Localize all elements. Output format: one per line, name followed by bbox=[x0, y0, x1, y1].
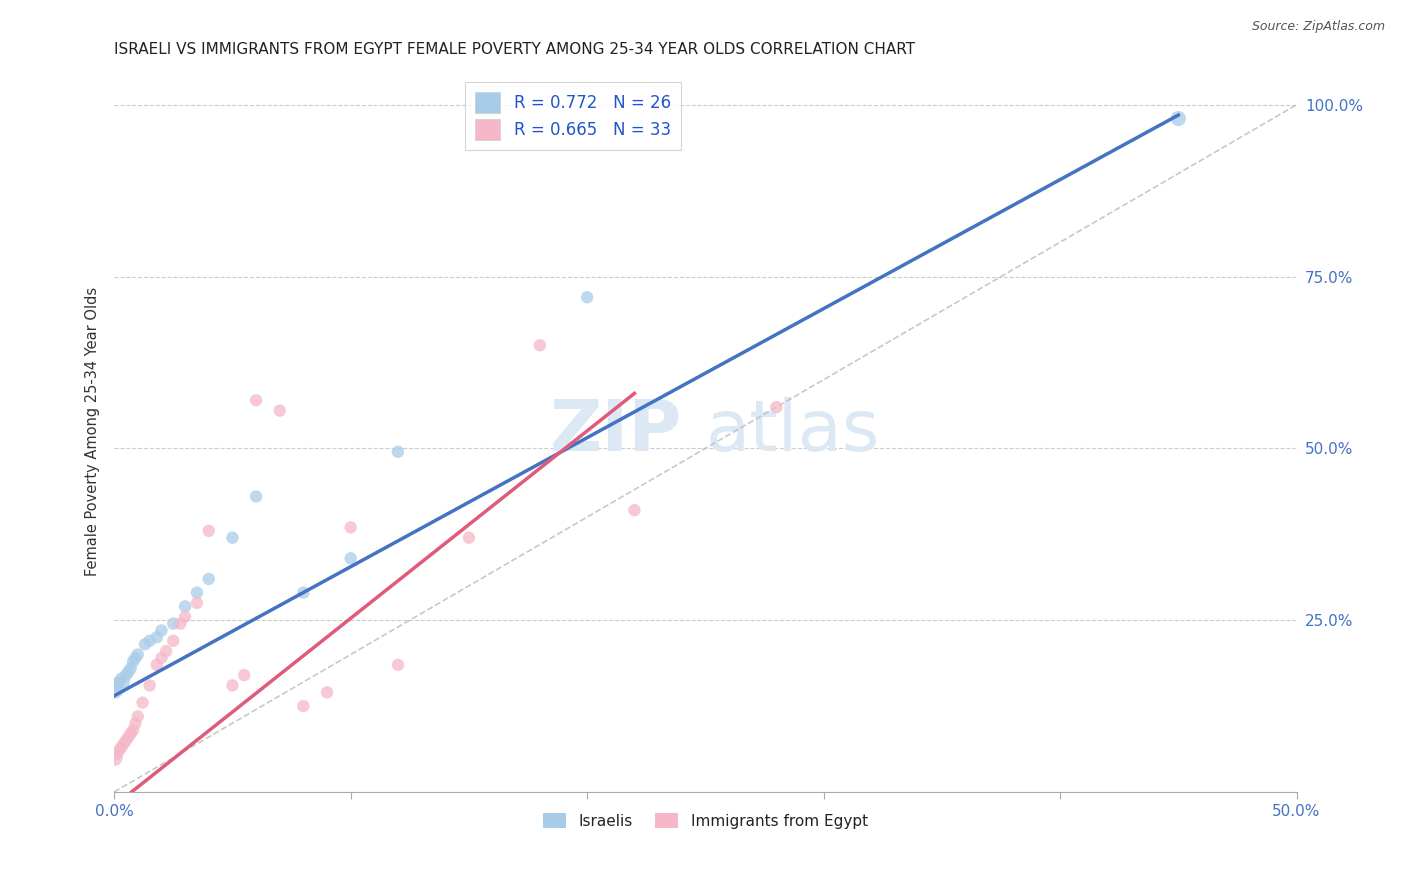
Point bbox=[155, 644, 177, 658]
Point bbox=[108, 744, 131, 758]
Point bbox=[127, 709, 149, 723]
Point bbox=[120, 726, 142, 740]
Point bbox=[339, 551, 361, 566]
Point bbox=[105, 747, 128, 761]
Point bbox=[186, 585, 208, 599]
Text: atlas: atlas bbox=[706, 397, 880, 466]
Point bbox=[623, 503, 645, 517]
Point bbox=[245, 393, 267, 408]
Text: Source: ZipAtlas.com: Source: ZipAtlas.com bbox=[1251, 20, 1385, 33]
Point bbox=[387, 445, 409, 459]
Point bbox=[529, 338, 551, 352]
Point bbox=[115, 733, 138, 747]
Point bbox=[122, 723, 145, 738]
Point bbox=[150, 651, 173, 665]
Legend: Israelis, Immigrants from Egypt: Israelis, Immigrants from Egypt bbox=[537, 806, 873, 835]
Point bbox=[162, 616, 184, 631]
Point bbox=[131, 696, 153, 710]
Point bbox=[138, 633, 160, 648]
Point bbox=[108, 675, 131, 690]
Point bbox=[120, 661, 142, 675]
Point bbox=[162, 633, 184, 648]
Point bbox=[316, 685, 339, 699]
Point bbox=[457, 531, 479, 545]
Point bbox=[339, 520, 361, 534]
Point bbox=[127, 648, 149, 662]
Point bbox=[186, 596, 208, 610]
Point bbox=[174, 609, 197, 624]
Point bbox=[197, 524, 219, 538]
Point bbox=[103, 750, 125, 764]
Point bbox=[122, 654, 145, 668]
Point bbox=[145, 657, 167, 672]
Point bbox=[221, 531, 243, 545]
Point bbox=[124, 716, 146, 731]
Point bbox=[233, 668, 256, 682]
Point bbox=[245, 490, 267, 504]
Point bbox=[150, 624, 173, 638]
Text: ISRAELI VS IMMIGRANTS FROM EGYPT FEMALE POVERTY AMONG 25-34 YEAR OLDS CORRELATIO: ISRAELI VS IMMIGRANTS FROM EGYPT FEMALE … bbox=[114, 42, 915, 57]
Point bbox=[1167, 112, 1189, 126]
Point bbox=[221, 678, 243, 692]
Point bbox=[292, 585, 315, 599]
Point bbox=[387, 657, 409, 672]
Point bbox=[576, 290, 599, 304]
Point bbox=[145, 631, 167, 645]
Point bbox=[103, 681, 125, 696]
Point bbox=[112, 737, 135, 751]
Point bbox=[134, 637, 156, 651]
Text: ZIP: ZIP bbox=[550, 397, 682, 466]
Point bbox=[169, 616, 191, 631]
Point bbox=[117, 665, 139, 679]
Point bbox=[138, 678, 160, 692]
Point bbox=[292, 699, 315, 714]
Point bbox=[110, 740, 132, 755]
Point bbox=[105, 678, 128, 692]
Point bbox=[110, 672, 132, 686]
Point bbox=[117, 730, 139, 744]
Point bbox=[115, 668, 138, 682]
Point bbox=[765, 400, 787, 414]
Y-axis label: Female Poverty Among 25-34 Year Olds: Female Poverty Among 25-34 Year Olds bbox=[86, 286, 100, 575]
Point bbox=[112, 675, 135, 690]
Point bbox=[197, 572, 219, 586]
Point bbox=[174, 599, 197, 614]
Point bbox=[269, 403, 291, 417]
Point bbox=[124, 651, 146, 665]
